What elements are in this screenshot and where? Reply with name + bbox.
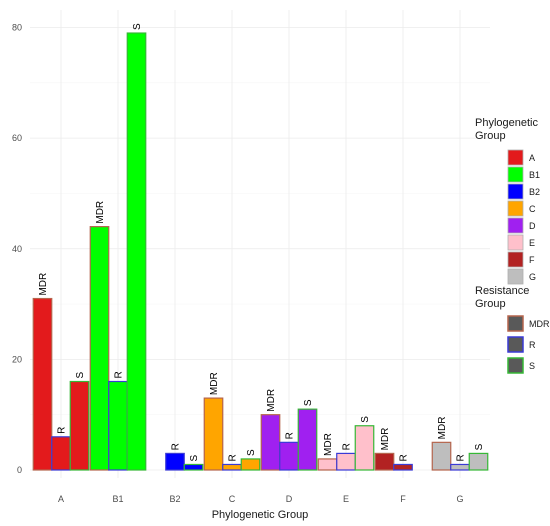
legend-key-outline: [507, 315, 524, 332]
bar-a-mdr: [32, 297, 53, 471]
bar-label: S: [474, 443, 485, 450]
x-tick-label: A: [58, 494, 64, 504]
bar-label: MDR: [380, 428, 391, 451]
bar-label: S: [132, 23, 143, 30]
bar-label: R: [171, 443, 182, 450]
legend-item-label: B2: [529, 187, 540, 197]
legend-key-fill: [507, 234, 524, 251]
x-tick-label: D: [286, 494, 293, 504]
bar-f-r: [393, 463, 413, 471]
legend-item-label: D: [529, 221, 536, 231]
legend-key-outline: [507, 336, 524, 353]
x-axis: A B1 B2 C D E F G: [58, 494, 464, 504]
fill-legend-title: Phylogenetic: [475, 117, 538, 129]
bar-label: S: [189, 454, 200, 461]
legend-item-label: G: [529, 272, 536, 282]
x-tick-label: E: [343, 494, 349, 504]
legend-item-label: A: [529, 153, 535, 163]
legend-key-fill: [507, 251, 524, 268]
bar-label: MDR: [38, 273, 49, 296]
x-tick-label: B1: [112, 494, 123, 504]
y-axis: 0 20 40 60 80: [12, 23, 22, 476]
legend-key-outline: [507, 357, 524, 374]
bar-e-s: [354, 425, 375, 471]
legend: PhylogeneticGroupAB1B2CDEFGResistanceGro…: [475, 117, 550, 374]
bar-label: R: [285, 432, 296, 439]
bar-label: R: [228, 454, 239, 461]
bar-d-s: [297, 408, 318, 471]
y-tick-label: 20: [12, 354, 22, 364]
bar-label: MDR: [266, 389, 277, 412]
bar-d-r: [279, 441, 299, 471]
bar-c-r: [222, 463, 242, 471]
bar-a-s: [69, 380, 90, 471]
bar-label: S: [360, 416, 371, 423]
bar-g-mdr: [431, 441, 452, 471]
bar-d-mdr: [260, 414, 281, 471]
legend-key-fill: [507, 217, 524, 234]
bar-g-s: [468, 452, 489, 471]
bar-b1-r: [108, 380, 128, 471]
bar-label: R: [342, 443, 353, 450]
bar-b2-s: [183, 463, 204, 471]
x-tick-label: C: [229, 494, 236, 504]
bar-f-mdr: [374, 452, 395, 471]
bar-label: R: [399, 454, 410, 461]
legend-key-fill: [507, 183, 524, 200]
outline-legend-title: Resistance: [475, 285, 529, 297]
bar-a-r: [51, 436, 71, 471]
bar-label: MDR: [95, 201, 106, 224]
bar-label: R: [456, 454, 467, 461]
bar-b1-s: [126, 32, 147, 471]
legend-key-fill: [507, 268, 524, 285]
bar-label: MDR: [323, 433, 334, 456]
bar-c-mdr: [203, 397, 224, 471]
x-tick-label: F: [400, 494, 406, 504]
legend-item-label: E: [529, 238, 535, 248]
outline-legend-title: Group: [475, 298, 506, 310]
x-tick-label: B2: [169, 494, 180, 504]
bar-c-s: [240, 458, 261, 471]
fill-legend-title: Group: [475, 130, 506, 142]
bar-label: R: [57, 427, 68, 434]
x-axis-title: Phylogenetic Group: [212, 509, 309, 521]
bar-label: R: [114, 371, 125, 378]
y-tick-label: 80: [12, 23, 22, 33]
bar-label: MDR: [437, 417, 448, 440]
bar-label: S: [246, 449, 257, 456]
legend-item-label: R: [529, 340, 536, 350]
y-tick-label: 60: [12, 133, 22, 143]
legend-key-fill: [507, 149, 524, 166]
bar-label: MDR: [209, 372, 220, 395]
bar-b2-r: [165, 452, 185, 471]
legend-item-label: S: [529, 361, 535, 371]
y-tick-label: 0: [17, 465, 22, 475]
legend-item-label: MDR: [529, 319, 550, 329]
bar-e-mdr: [317, 458, 338, 471]
legend-item-label: C: [529, 204, 536, 214]
bar-e-r: [336, 452, 356, 471]
legend-key-fill: [507, 166, 524, 183]
x-tick-label: G: [456, 494, 463, 504]
bar-label: S: [303, 399, 314, 406]
legend-key-fill: [507, 200, 524, 217]
bar-label: S: [75, 372, 86, 379]
bar-g-r: [450, 463, 470, 471]
y-tick-label: 40: [12, 244, 22, 254]
bar-b1-mdr: [89, 226, 110, 471]
legend-item-label: B1: [529, 170, 540, 180]
legend-item-label: F: [529, 255, 535, 265]
